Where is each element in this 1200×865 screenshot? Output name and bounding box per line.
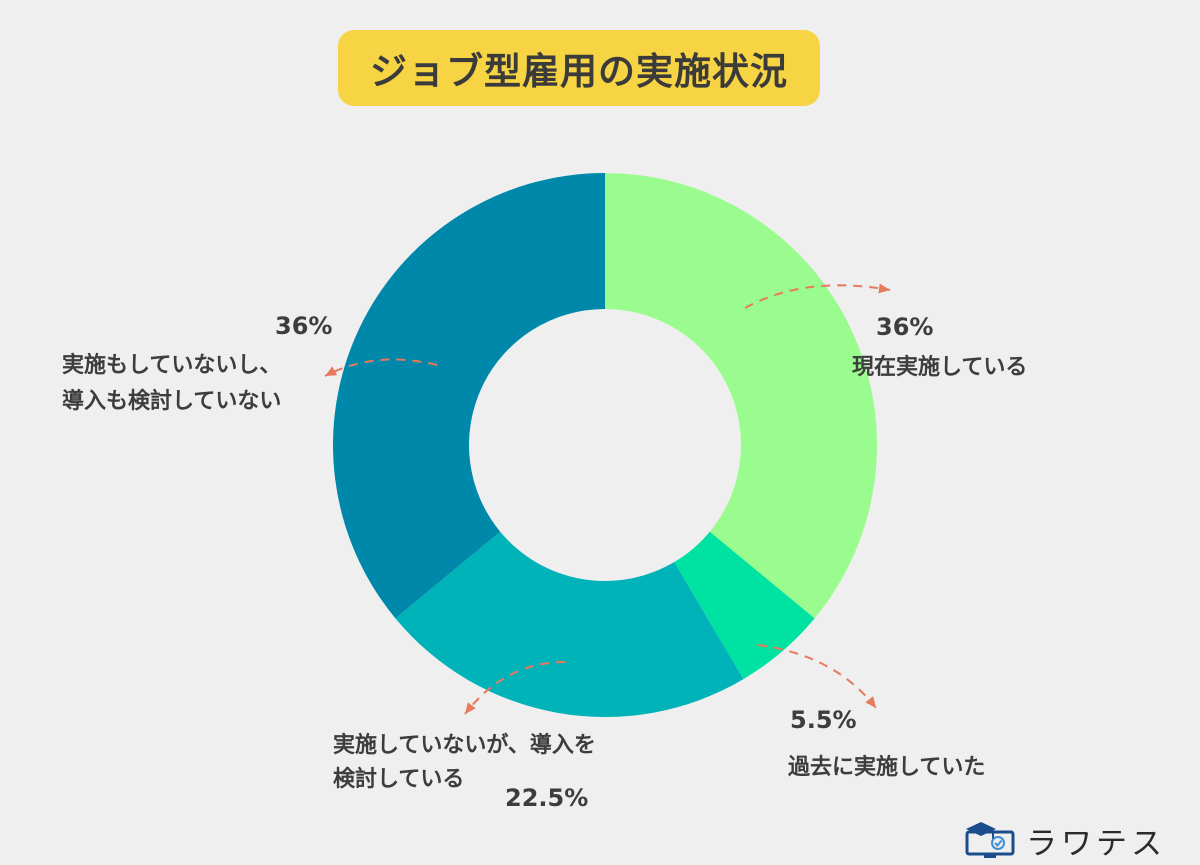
slice-label: 実施していないが、導入を bbox=[333, 732, 596, 758]
brand-logo: ラワテス bbox=[964, 820, 1166, 862]
callout-arrow-1 bbox=[744, 284, 891, 309]
slice-label: 現在実施している bbox=[852, 354, 1027, 380]
slice-3 bbox=[395, 531, 744, 717]
monitor-graduation-cap-icon bbox=[965, 822, 1015, 858]
data-label-pct: 36% bbox=[876, 313, 933, 341]
brand-name: ラワテス bbox=[1026, 825, 1166, 862]
callout-arrowhead-1 bbox=[878, 283, 890, 294]
slice-1 bbox=[605, 173, 877, 619]
data-label-pct: 36% bbox=[275, 312, 332, 340]
slice-label: 導入も検討していない bbox=[62, 388, 281, 414]
callout-arrow-4 bbox=[324, 358, 438, 377]
callout-arrowhead-2 bbox=[865, 696, 876, 708]
slice-label: 過去に実施していた bbox=[788, 754, 985, 780]
callout-arrow-2 bbox=[757, 644, 877, 709]
callout-arrowhead-3 bbox=[465, 702, 476, 714]
slice-label: 実施もしていないし、 bbox=[62, 352, 281, 378]
callout-arrowhead-4 bbox=[325, 366, 338, 376]
slice-label: 検討している bbox=[333, 766, 464, 792]
data-label-pct: 5.5% bbox=[790, 706, 857, 734]
callout-arrow-3 bbox=[464, 661, 566, 715]
title-badge: ジョブ型雇用の実施状況 bbox=[338, 30, 820, 106]
chart-title: ジョブ型雇用の実施状況 bbox=[370, 50, 788, 93]
slice-4 bbox=[332, 173, 605, 619]
data-label-pct: 22.5% bbox=[505, 784, 588, 812]
slice-2 bbox=[674, 531, 815, 680]
